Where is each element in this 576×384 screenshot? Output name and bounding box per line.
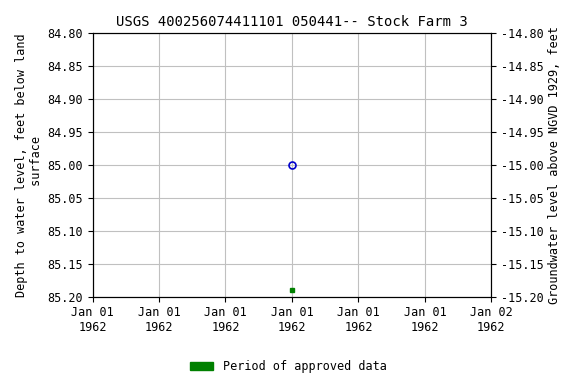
Y-axis label: Groundwater level above NGVD 1929, feet: Groundwater level above NGVD 1929, feet bbox=[548, 26, 561, 304]
Title: USGS 400256074411101 050441-- Stock Farm 3: USGS 400256074411101 050441-- Stock Farm… bbox=[116, 15, 468, 29]
Legend: Period of approved data: Period of approved data bbox=[185, 356, 391, 378]
Y-axis label: Depth to water level, feet below land
 surface: Depth to water level, feet below land su… bbox=[15, 33, 43, 297]
